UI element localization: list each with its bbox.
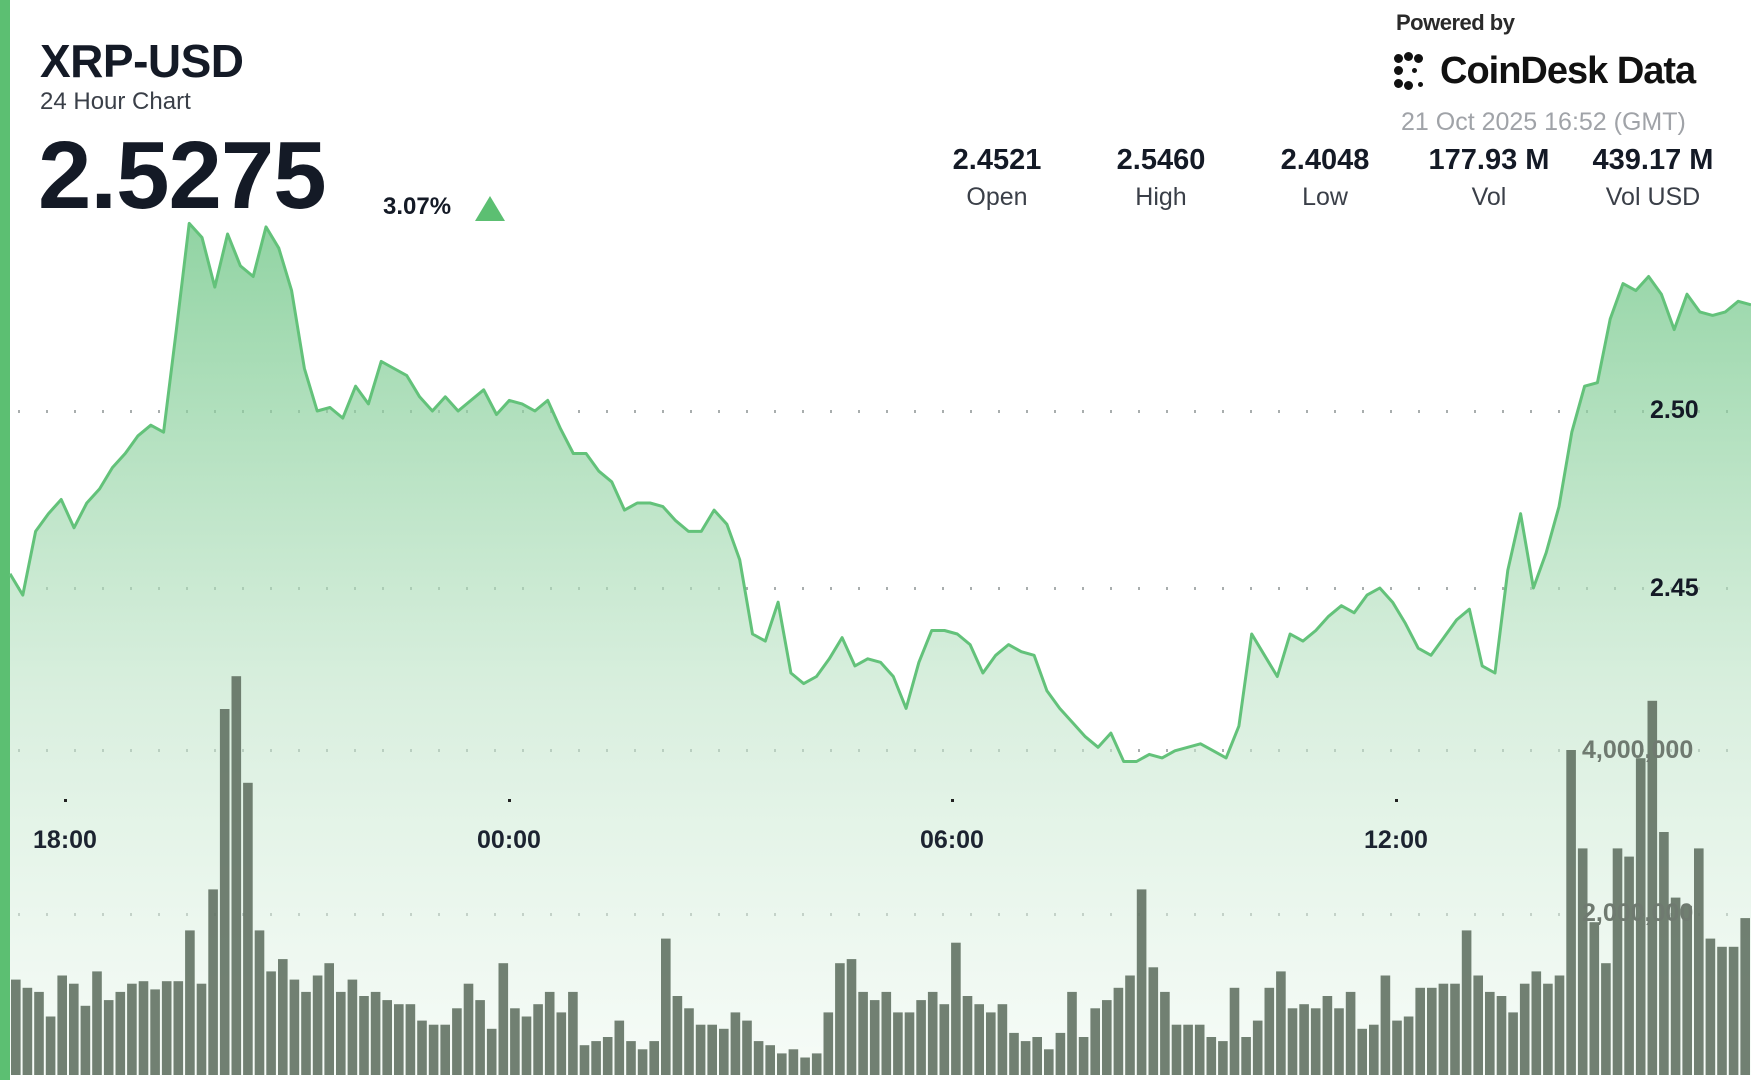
stat-label: Vol USD: [1605, 183, 1701, 211]
chart-subtitle: 24 Hour Chart: [40, 88, 191, 115]
stat-value: 439.17 M: [1592, 144, 1714, 176]
change-percent: 3.07%: [383, 193, 452, 220]
stat-high: 2.5460 High: [1086, 144, 1236, 212]
pair-title: XRP-USD: [40, 35, 244, 87]
up-arrow-icon: [475, 196, 505, 221]
coindesk-logo-icon: [1394, 51, 1434, 92]
stat-open: 2.4521 Open: [922, 144, 1072, 212]
stat-vol: 177.93 M Vol: [1414, 144, 1564, 212]
accent-bar: [0, 0, 10, 1080]
stat-value: 2.5460: [1116, 144, 1206, 176]
stat-label: Low: [1302, 183, 1348, 211]
volume-axis-label-4m: 4,000,000: [1582, 736, 1694, 764]
stat-low: 2.4048 Low: [1250, 144, 1400, 212]
stat-value: 2.4048: [1280, 144, 1370, 176]
x-axis-label-12: 12:00: [1364, 826, 1428, 854]
stat-vol-usd: 439.17 M Vol USD: [1578, 144, 1728, 212]
x-axis-label-18: 18:00: [33, 826, 97, 854]
powered-by-label: Powered by: [1396, 10, 1515, 35]
x-axis-label-06: 06:00: [920, 826, 984, 854]
stat-value: 2.4521: [952, 144, 1042, 176]
price-line: [8, 221, 1751, 763]
volume-axis-label-2m: 2,000,000: [1582, 899, 1694, 927]
timestamp: 21 Oct 2025 16:52 (GMT): [1401, 108, 1686, 136]
stat-label: Vol: [1471, 183, 1507, 211]
stat-label: Open: [966, 183, 1028, 211]
y-axis-label-2-45: 2.45: [1650, 574, 1699, 602]
volume-bars: [11, 676, 1750, 1075]
price-area: [10, 223, 1751, 1075]
stat-label: High: [1135, 183, 1187, 211]
y-axis-label-2-50: 2.50: [1650, 396, 1699, 424]
current-price: 2.5275: [38, 122, 327, 229]
x-axis-label-00: 00:00: [477, 826, 541, 854]
stat-value: 177.93 M: [1428, 144, 1550, 176]
brand-name: CoinDesk Data: [1440, 50, 1696, 92]
coindesk-data-logo: CoinDesk Data: [1394, 50, 1696, 93]
x-tick-marks: [64, 799, 1398, 802]
